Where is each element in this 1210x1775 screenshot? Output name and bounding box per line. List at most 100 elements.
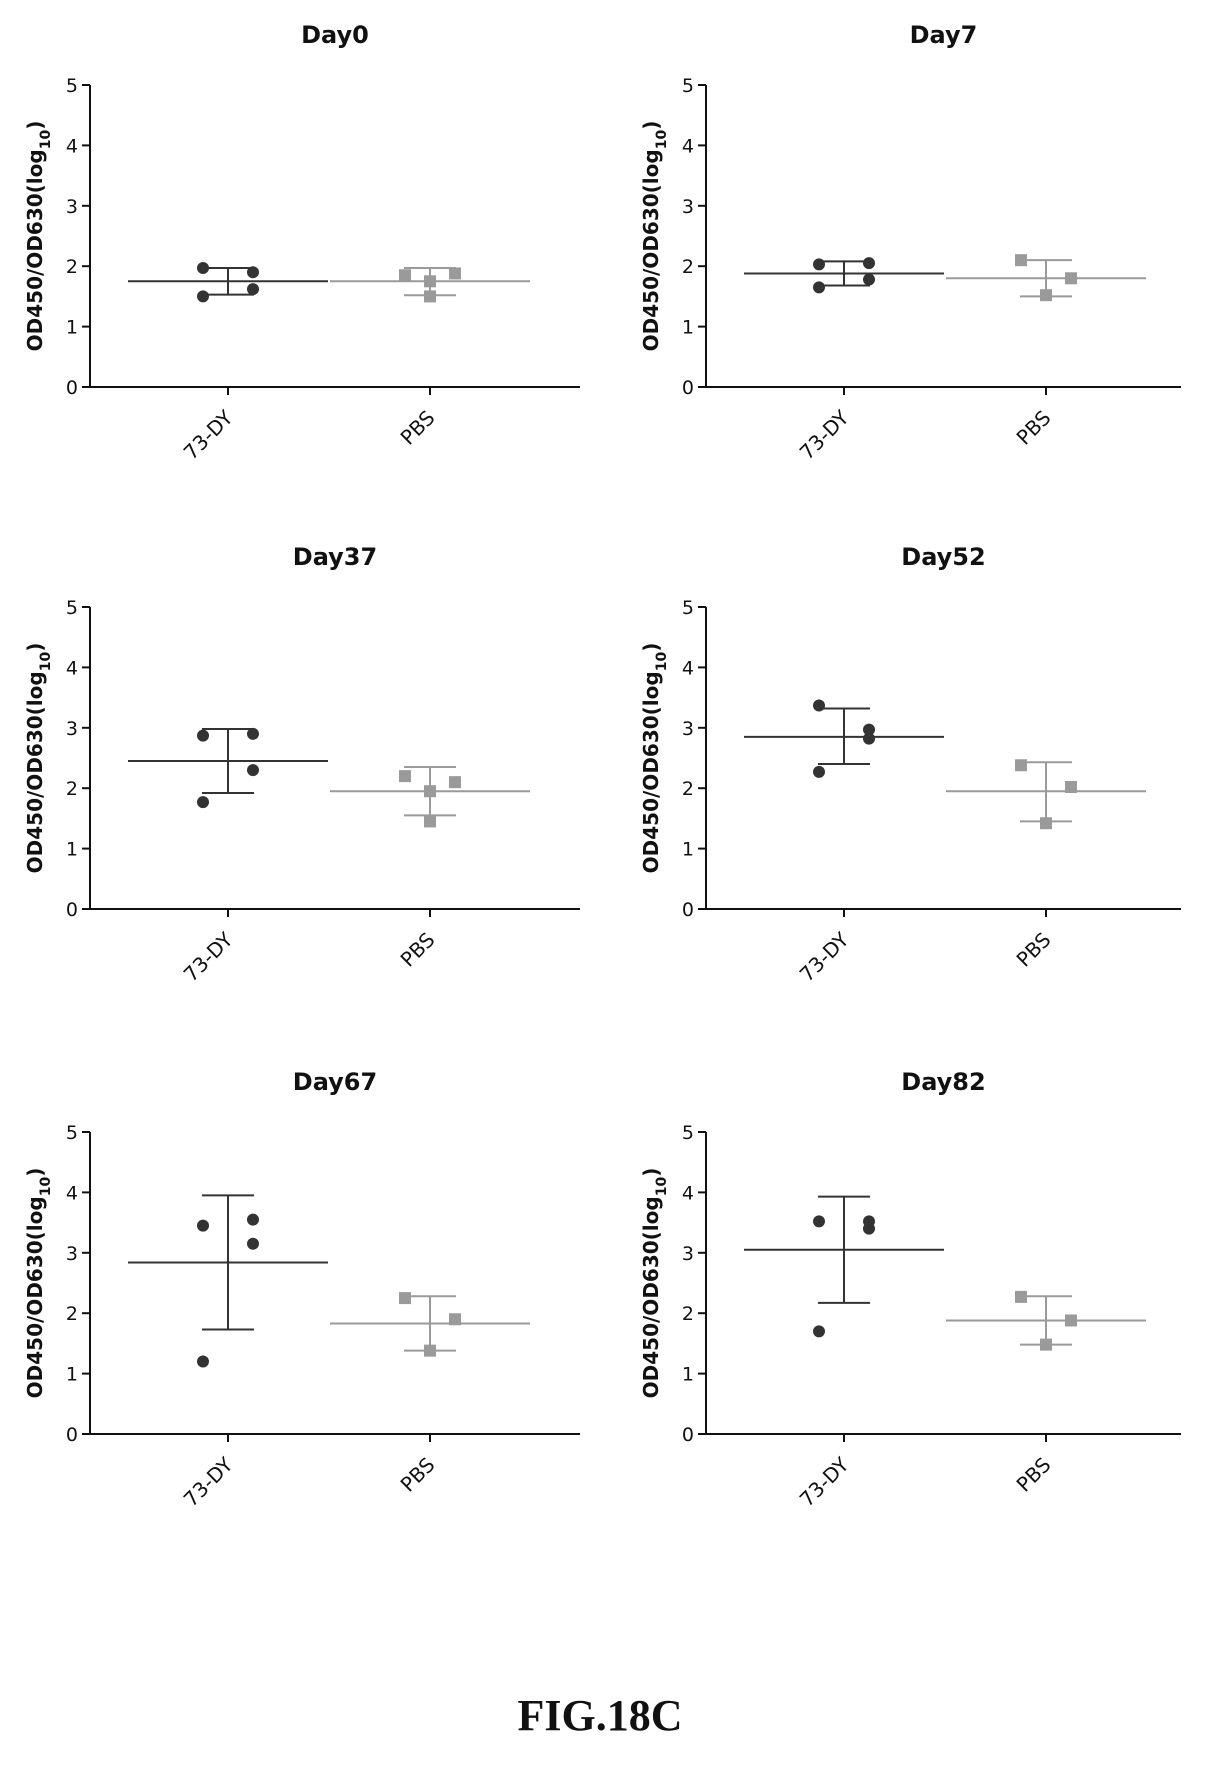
y-tick-label: 3 xyxy=(66,718,78,740)
panel-title: Day7 xyxy=(910,21,978,49)
panels: Day0 OD450/OD630(log10) 0 1 2 3 4 5 73-DY PBS Day7… xyxy=(23,21,1181,1511)
y-tick-label: 2 xyxy=(682,256,694,278)
data-point xyxy=(813,258,825,271)
data-point xyxy=(1040,817,1052,830)
data-point xyxy=(813,1325,825,1338)
data-point xyxy=(197,796,209,809)
data-point xyxy=(863,257,875,270)
data-point xyxy=(1040,289,1052,302)
series-73-dy xyxy=(128,727,328,809)
series-73-dy xyxy=(128,1194,328,1368)
data-point xyxy=(813,699,825,712)
data-point xyxy=(863,723,875,736)
series-pbs xyxy=(330,766,530,828)
data-point xyxy=(197,262,209,275)
category-label: PBS xyxy=(1012,1453,1056,1497)
y-tick-label: 2 xyxy=(66,1303,78,1325)
y-tick-label: 4 xyxy=(66,135,78,157)
data-point xyxy=(197,290,209,303)
data-point xyxy=(399,770,411,783)
y-tick-label: 0 xyxy=(66,377,78,399)
panel-title: Day0 xyxy=(301,21,369,49)
series-73-dy xyxy=(744,257,944,294)
y-axis-label: OD450/OD630(log10) xyxy=(639,1168,670,1399)
y-tick-label: 5 xyxy=(66,75,78,97)
data-point xyxy=(1065,780,1077,793)
data-point xyxy=(449,1313,461,1326)
panel-title: Day67 xyxy=(293,1068,377,1096)
y-tick-label: 0 xyxy=(682,377,694,399)
data-point xyxy=(449,776,461,789)
data-point xyxy=(813,281,825,294)
y-tick-label: 0 xyxy=(66,899,78,921)
data-point xyxy=(424,785,436,798)
y-tick-label: 0 xyxy=(682,899,694,921)
data-point xyxy=(863,1215,875,1228)
data-point xyxy=(1015,759,1027,772)
category-label: 73-DY xyxy=(795,1452,854,1511)
category-label: PBS xyxy=(1012,406,1056,450)
chart-panel-day52: Day52 OD450/OD630(log10) 0 1 2 3 4 5 73-DY PBS xyxy=(639,543,1181,986)
data-point xyxy=(813,1215,825,1228)
y-tick-label: 1 xyxy=(66,317,78,339)
category-label: 73-DY xyxy=(179,405,238,464)
data-point xyxy=(247,283,259,296)
y-tick-label: 1 xyxy=(682,317,694,339)
y-axis-label: OD450/OD630(log10) xyxy=(639,643,670,874)
panel-title: Day52 xyxy=(901,543,985,571)
series-pbs xyxy=(946,759,1146,830)
y-tick-label: 0 xyxy=(682,1424,694,1446)
panel-title: Day82 xyxy=(901,1068,985,1096)
y-tick-label: 3 xyxy=(66,1243,78,1265)
series-pbs xyxy=(946,254,1146,302)
y-tick-label: 4 xyxy=(66,657,78,679)
series-pbs xyxy=(946,1290,1146,1351)
y-tick-label: 4 xyxy=(66,1182,78,1204)
data-point xyxy=(197,1355,209,1368)
data-point xyxy=(449,267,461,280)
y-tick-label: 1 xyxy=(66,1364,78,1386)
category-label: 73-DY xyxy=(795,927,854,986)
y-tick-label: 5 xyxy=(682,597,694,619)
data-point xyxy=(813,765,825,778)
series-73-dy xyxy=(744,699,944,778)
y-tick-label: 5 xyxy=(66,597,78,619)
y-tick-label: 3 xyxy=(682,196,694,218)
series-73-dy xyxy=(128,262,328,303)
category-label: 73-DY xyxy=(795,405,854,464)
y-tick-label: 1 xyxy=(66,839,78,861)
y-axis-label: OD450/OD630(log10) xyxy=(23,643,54,874)
y-tick-label: 3 xyxy=(682,1243,694,1265)
chart-panel-day0: Day0 OD450/OD630(log10) 0 1 2 3 4 5 73-DY PBS xyxy=(23,21,580,464)
data-point xyxy=(424,1344,436,1357)
panel-title: Day37 xyxy=(293,543,377,571)
y-tick-label: 3 xyxy=(66,196,78,218)
y-tick-label: 1 xyxy=(682,839,694,861)
chart-panel-day7: Day7 OD450/OD630(log10) 0 1 2 3 4 5 73-DY PBS xyxy=(639,21,1181,464)
data-point xyxy=(424,815,436,828)
data-point xyxy=(399,269,411,282)
data-point xyxy=(1015,254,1027,267)
y-axis-label: OD450/OD630(log10) xyxy=(639,121,670,352)
data-point xyxy=(247,266,259,279)
data-point xyxy=(863,732,875,745)
series-73-dy xyxy=(744,1195,944,1338)
data-point xyxy=(1065,1314,1077,1327)
data-point xyxy=(247,1237,259,1250)
data-point xyxy=(197,729,209,742)
category-label: 73-DY xyxy=(179,927,238,986)
chart-panel-day37: Day37 OD450/OD630(log10) 0 1 2 3 4 5 73-DY PBS xyxy=(23,543,580,986)
category-label: PBS xyxy=(396,1453,440,1497)
data-point xyxy=(399,1292,411,1305)
y-tick-label: 4 xyxy=(682,1182,694,1204)
data-point xyxy=(1015,1290,1027,1303)
data-point xyxy=(424,290,436,303)
series-pbs xyxy=(330,267,530,303)
y-tick-label: 5 xyxy=(682,1122,694,1144)
data-point xyxy=(247,764,259,777)
data-point xyxy=(247,727,259,740)
data-point xyxy=(1065,272,1077,285)
y-tick-label: 2 xyxy=(682,778,694,800)
y-tick-label: 2 xyxy=(682,1303,694,1325)
